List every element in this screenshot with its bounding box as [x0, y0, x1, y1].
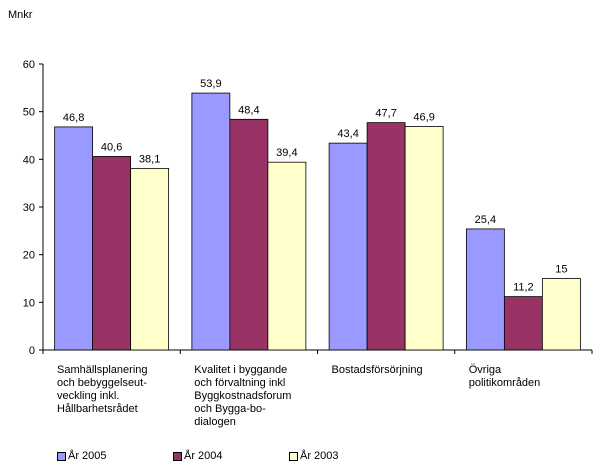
x-category-label-line: Byggkostnadsforum — [194, 390, 291, 402]
bar-value-label: 39,4 — [276, 147, 297, 159]
legend-item: År 2005 — [57, 450, 107, 462]
bar-value-label: 46,9 — [413, 111, 434, 123]
bar — [130, 167, 170, 351]
y-tick-label: 0 — [29, 345, 35, 357]
legend-swatch — [57, 451, 66, 461]
y-tick-label: 30 — [23, 202, 35, 214]
bar — [404, 126, 444, 351]
x-category-label-line: och förvaltning inkl — [194, 377, 285, 389]
bar-value-label: 46,8 — [63, 112, 84, 124]
x-category-label-line: dialogen — [194, 416, 236, 428]
bar — [366, 122, 406, 351]
x-category-label-line: Hållbarhetsrådet — [57, 403, 138, 415]
x-category-label: Kvalitet i byggande och förvaltning inkl B… — [194, 364, 291, 428]
x-category-label: Bostadsförsörjning — [332, 364, 423, 376]
legend-label: År 2005 — [68, 450, 107, 462]
bar-value-label: 43,4 — [337, 128, 358, 140]
x-category-label-line: Bostadsförsörjning — [332, 364, 423, 376]
legend-label: År 2003 — [300, 450, 339, 462]
bar — [191, 92, 231, 351]
legend-label: År 2004 — [184, 450, 223, 462]
bar — [54, 126, 94, 351]
bar — [328, 142, 368, 351]
x-category-label-line: politikområden — [469, 377, 541, 389]
x-category-label-line: Övriga — [469, 364, 502, 376]
bar — [541, 278, 581, 351]
y-tick-label: 10 — [23, 297, 35, 309]
y-axis-unit-label: Mnkr — [8, 9, 33, 21]
bar-value-label: 15 — [555, 264, 567, 276]
y-tick-label: 20 — [23, 250, 35, 262]
y-tick-label: 60 — [23, 59, 35, 71]
legend-item: År 2003 — [289, 450, 339, 462]
bar — [465, 228, 505, 351]
bar-value-label: 11,2 — [513, 282, 534, 294]
bar-value-label: 38,1 — [139, 153, 160, 165]
x-category-label-line: och bebyggelseut- — [57, 377, 147, 389]
bar — [92, 156, 132, 351]
legend: År 2005 År 2004 År 2003 — [0, 450, 597, 464]
y-tick-label: 50 — [23, 107, 35, 119]
bar — [503, 296, 543, 351]
bar-value-label: 53,9 — [200, 78, 221, 90]
x-category-label-line: Samhällsplanering — [57, 364, 148, 376]
x-category-label-line: Kvalitet i byggande — [194, 364, 287, 376]
legend-swatch — [289, 451, 298, 461]
x-category-label: Övriga politikområden — [469, 364, 541, 389]
x-category-label-line: veckling inkl. — [57, 390, 119, 402]
bar — [267, 161, 307, 351]
bar-value-label: 47,7 — [375, 108, 396, 120]
legend-swatch — [173, 451, 182, 461]
bar-value-label: 40,6 — [101, 141, 122, 153]
x-category-label: Samhällsplanering och bebyggelseut-veckli… — [57, 364, 148, 415]
y-tick-label: 40 — [23, 154, 35, 166]
x-category-label-line: och Bygga-bo- — [194, 403, 266, 415]
bar-value-label: 48,4 — [238, 104, 259, 116]
bar-value-label: 25,4 — [475, 214, 496, 226]
bar — [229, 118, 269, 351]
legend-item: År 2004 — [173, 450, 223, 462]
